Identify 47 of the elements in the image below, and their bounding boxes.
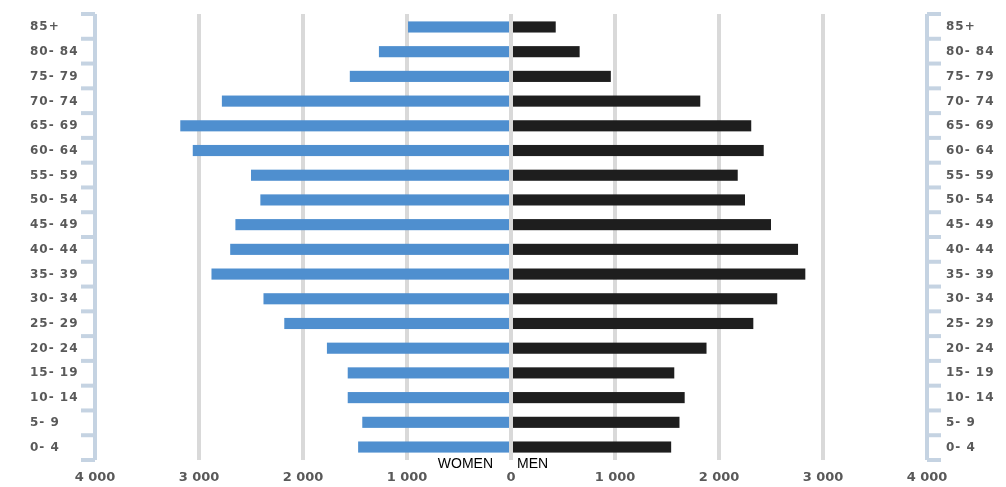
y-tick-label: 50- 54	[30, 192, 79, 207]
category-label: 0- 4	[946, 439, 976, 454]
y-tick-label: 55- 59	[30, 167, 79, 182]
category-label: 60- 64	[946, 143, 995, 158]
y-tick-label: 60- 64	[30, 143, 79, 158]
category-label: 70- 74	[946, 93, 995, 108]
y-tick-label: 70- 74	[30, 93, 79, 108]
category-label: 75- 79	[946, 68, 995, 83]
y-tick-label: 80- 84	[30, 44, 79, 59]
category-label: 85+	[946, 19, 976, 34]
y-tick-label: 75- 79	[30, 68, 79, 83]
category-label: 5- 9	[946, 414, 976, 429]
category-label: 65- 69	[946, 118, 995, 133]
category-label: 45- 49	[946, 217, 995, 232]
category-label: 50- 54	[946, 192, 995, 207]
y-tick-label: 15- 19	[30, 365, 79, 380]
x-tick-label: 3 000	[178, 469, 220, 484]
y-tick-label: 40- 44	[30, 241, 79, 256]
category-label: 40- 44	[946, 241, 995, 256]
y-tick-label: 25- 29	[30, 315, 79, 330]
x-tick-label: 4 000	[906, 469, 948, 484]
y-tick-label: 0- 4	[30, 439, 60, 454]
x-tick-label: 2 000	[282, 469, 324, 484]
x-tick-label: 4 000	[74, 469, 116, 484]
x-tick-label: 1 000	[386, 469, 428, 484]
y-tick-label: 20- 24	[30, 340, 79, 355]
category-label: 35- 39	[946, 266, 995, 281]
category-label: 20- 24	[946, 340, 995, 355]
series-label: WOMEN	[437, 455, 493, 471]
y-tick-label: 5- 9	[30, 414, 60, 429]
category-label: 15- 19	[946, 365, 995, 380]
x-tick-label: 1 000	[594, 469, 636, 484]
series-label: MEN	[517, 455, 549, 471]
category-label: 80- 84	[946, 44, 995, 59]
x-tick-label: 3 000	[802, 469, 844, 484]
y-tick-label: 10- 14	[30, 390, 79, 405]
category-label: 55- 59	[946, 167, 995, 182]
y-tick-label: 35- 39	[30, 266, 79, 281]
category-label: 10- 14	[946, 390, 995, 405]
category-label: 30- 34	[946, 291, 995, 306]
category-label: 25- 29	[946, 315, 995, 330]
y-tick-label: 30- 34	[30, 291, 79, 306]
x-tick-label: 2 000	[698, 469, 740, 484]
x-tick-label: 0	[506, 469, 516, 484]
y-tick-label: 45- 49	[30, 217, 79, 232]
y-tick-label: 85+	[30, 19, 60, 34]
y-tick-label: 65- 69	[30, 118, 79, 133]
